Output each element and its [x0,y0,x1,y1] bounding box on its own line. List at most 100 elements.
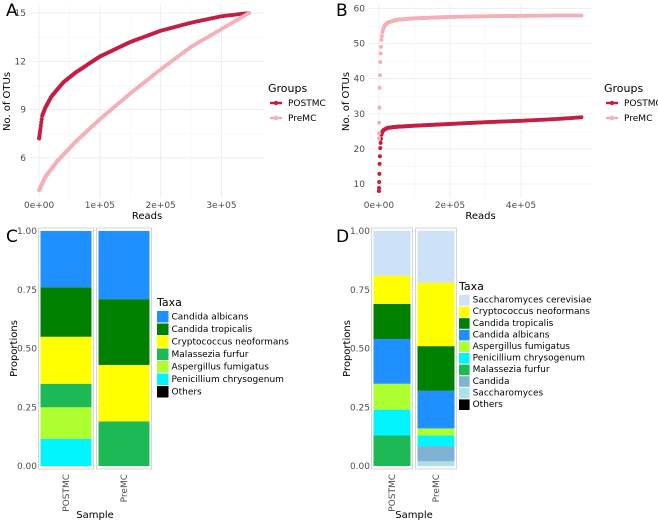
y-tick-label: 0.75 [350,286,370,296]
legend-label: Saccharomyces [473,388,544,398]
x-axis-title: Sample [76,510,114,521]
x-tick-label: 2e+05 [146,201,176,211]
legend-key [157,386,169,398]
y-tick-label: 0.50 [350,345,370,355]
legend-label: Candida tropicalis [172,325,253,335]
legend-label: Candida tropicalis [473,319,554,329]
legend-key [459,387,470,399]
legend-key [157,336,169,348]
bar-segment [40,336,92,384]
panel-d-stacked-bar-chart: 0.00 0.25 0.50 0.75 1.00 POSTMC PreMC Sample Pro… [342,227,592,521]
legend-key [459,306,470,318]
series-point-postmc [376,188,381,193]
legend-label: Aspergillus fumigatus [473,342,571,352]
x-tick-label: 1e+05 [85,201,115,211]
legend-key [459,376,470,387]
series-point-premc [376,136,381,141]
legend-title: Taxa [458,280,484,293]
legend-label: Saccharomyces cerevisiae [473,296,593,306]
bar-segment [417,446,455,462]
facet-border [415,227,457,470]
y-tick-label: 0.00 [350,462,370,472]
series-point-postmc [378,146,383,151]
facet-border [38,227,94,470]
legend-key-point [273,100,279,106]
y-tick-label: 0.75 [17,286,37,296]
series-point-postmc [377,186,382,191]
bar-segment [417,346,455,391]
legend-label: Candida albicans [172,313,249,323]
x-tick-label: 4e+05 [506,201,536,211]
bar-segment [373,275,411,304]
series-point-postmc [378,140,383,145]
x-tick-label: PreMC [432,474,442,502]
facet-border [371,227,413,470]
legend-key [459,295,470,306]
x-tick-label: POSTMC [388,474,398,512]
legend-label: POSTMC [624,99,658,109]
series-point-postmc [38,123,43,128]
y-tick-label: 50 [354,40,366,50]
legend-key [157,361,169,373]
legend-key [157,311,169,323]
series-point-postmc [377,154,382,159]
y-tick-label: 0.00 [17,462,37,472]
series-point-premc [377,131,382,136]
y-tick-label: 20 [354,145,366,155]
panel-a-rarefaction-chart: 0e+00 1e+05 2e+05 3e+05 6 9 12 15 Reads No. of OT… [2,5,326,222]
legend-key [459,341,470,352]
series-point-premc [377,105,382,110]
y-tick-label: 30 [354,110,366,120]
legend-label: Others [473,400,504,410]
bar-segment [40,438,92,466]
legend-key [459,364,470,376]
legend-key-point [273,115,279,121]
x-tick-label: 0e+00 [24,201,55,211]
x-axis-title: Sample [395,510,433,521]
facet-border [96,227,152,470]
panel-label-b: B [336,1,348,21]
bar-segment [40,287,92,337]
bar-segment [417,282,455,347]
legend-key [157,348,169,360]
legend-key [459,318,470,329]
legend-key-point [609,100,615,106]
y-axis-title: Proportions [342,320,353,377]
y-tick-label: 40 [354,75,366,85]
x-tick-label: 3e+05 [206,201,236,211]
legend-label: Candida [473,377,510,387]
series-point-premc [378,51,383,56]
y-tick-label: 9 [20,106,26,116]
bar-segment [40,231,92,288]
x-tick-label: 2e+05 [435,201,465,211]
panel-label-c: C [6,227,18,247]
y-tick-label: 12 [15,57,26,67]
y-tick-label: 60 [354,5,366,15]
bar-segment [373,231,411,276]
y-axis-title: No. of OTUs [341,72,352,131]
legend-key [157,373,169,385]
series-point-premc [579,13,584,18]
x-tick-label: POSTMC [62,474,72,512]
y-axis-title: Proportions [9,320,20,377]
bar-segment [417,435,455,447]
panel-c-stacked-bar-chart: 0.00 0.25 0.50 0.75 1.00 POSTMC PreMC Sample Pro… [9,227,289,521]
legend-label: PreMC [288,114,316,124]
legend-key [459,399,470,410]
x-tick-label: 0e+00 [364,201,395,211]
series-point-postmc [39,120,44,125]
legend-key-point [609,115,615,121]
legend-label: Candida albicans [473,330,550,340]
y-tick-label: 1.00 [17,227,37,237]
series-point-premc [377,120,382,125]
series-point-postmc [377,171,382,176]
panel-b-rarefaction-chart: 0e+00 2e+05 4e+05 10 20 30 40 50 60 Reads No. of O… [341,5,658,222]
bar-segment [40,407,92,439]
bar-segment [373,435,411,466]
bar-segment [98,421,150,466]
legend-label: PreMC [624,114,652,124]
series-point-premc [379,34,384,39]
x-tick-label: PreMC [120,474,130,502]
y-tick-label: 0.50 [17,345,37,355]
